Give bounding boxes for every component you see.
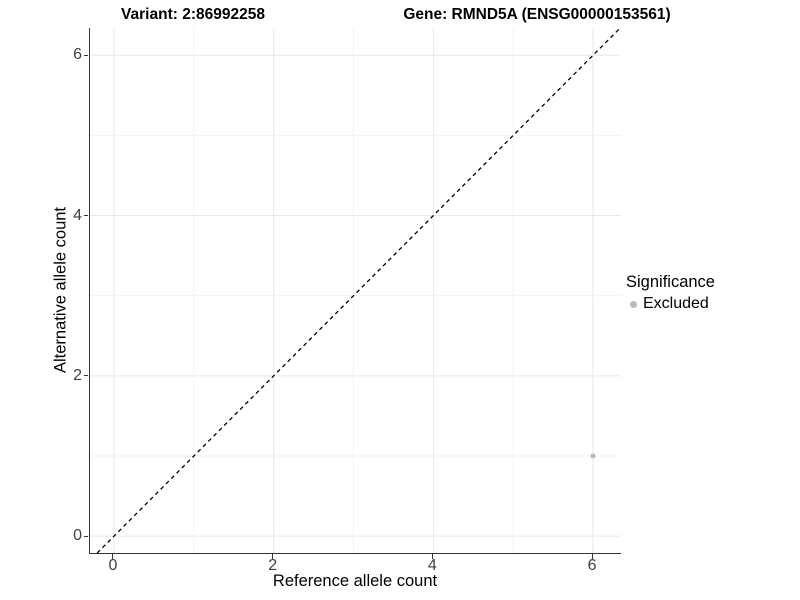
- y-axis-title: Alternative allele count: [51, 206, 70, 374]
- legend-point-swatch: [630, 300, 637, 308]
- x-tick-label: 2: [268, 557, 278, 574]
- x-tick-label: 0: [108, 557, 118, 574]
- y-tick-mark: [83, 54, 88, 56]
- legend-item-label: Excluded: [643, 295, 709, 312]
- x-tick-mark: [272, 554, 274, 559]
- identity-reference-line: [96, 28, 621, 553]
- x-tick-mark: [431, 554, 433, 559]
- y-tick-mark: [83, 215, 88, 217]
- plot-canvas: [90, 28, 621, 553]
- y-tick-label: 2: [73, 366, 82, 384]
- legend-title: Significance: [626, 273, 715, 291]
- y-tick-mark: [83, 535, 88, 537]
- plot-panel: [89, 28, 621, 554]
- data-point: [590, 453, 596, 459]
- x-tick-label: 6: [587, 557, 597, 574]
- x-tick-label: 4: [427, 557, 437, 574]
- variant-title: Variant: 2:86992258: [121, 6, 265, 23]
- y-tick-label: 4: [73, 206, 82, 224]
- x-tick-mark: [591, 554, 593, 559]
- y-tick-label: 0: [73, 527, 82, 545]
- x-axis-title: Reference allele count: [272, 572, 438, 590]
- gene-title: Gene: RMND5A (ENSG00000153561): [403, 6, 671, 23]
- legend-item-excluded: Excluded: [626, 295, 715, 313]
- y-tick-label: 6: [73, 46, 82, 64]
- x-tick-mark: [112, 554, 114, 559]
- y-tick-mark: [83, 375, 88, 377]
- legend: Significance Excluded: [626, 273, 715, 313]
